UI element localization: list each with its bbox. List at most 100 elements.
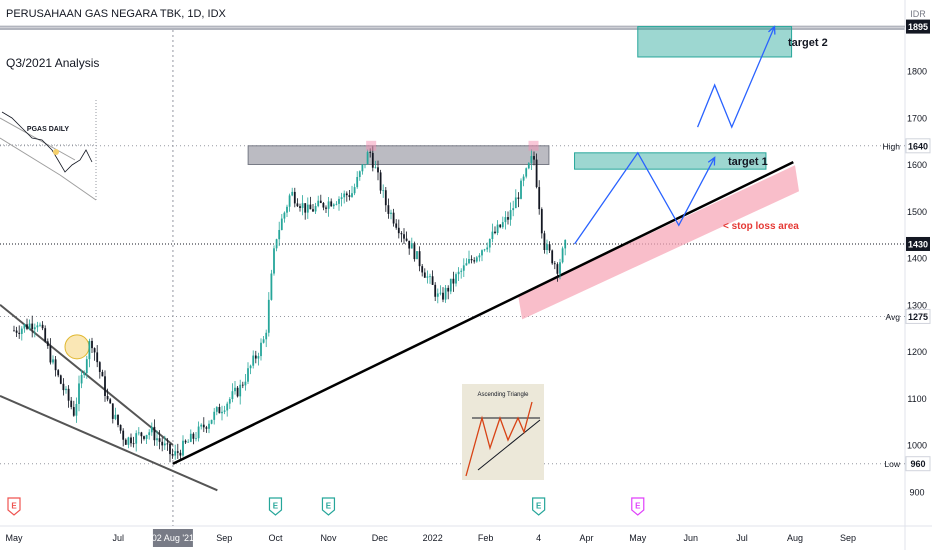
candle-body	[171, 454, 174, 456]
candle-body	[262, 339, 265, 343]
candle-body	[163, 443, 166, 446]
candle-body	[252, 355, 255, 366]
candle-body	[548, 244, 551, 251]
candle-body	[377, 167, 379, 173]
inset-marker	[53, 149, 59, 155]
candle-body	[104, 376, 106, 396]
candle-body	[527, 163, 530, 169]
earnings-marker	[631, 497, 645, 516]
candle-body	[504, 217, 507, 223]
triangle-card: Ascending Triangle	[462, 384, 544, 480]
candle-body	[176, 451, 179, 453]
candle-body	[512, 208, 515, 211]
candle-body	[392, 212, 395, 224]
projection-path-1	[574, 151, 716, 245]
time-tick-label: Feb	[478, 533, 494, 543]
candle-body	[530, 156, 533, 164]
candle-body	[403, 234, 405, 239]
candle-body	[374, 167, 377, 169]
candle-body	[18, 332, 21, 334]
candle-body	[483, 249, 486, 251]
candle-body	[551, 250, 554, 264]
candle-body	[371, 152, 374, 168]
candle-body	[405, 238, 408, 241]
candle-body	[119, 424, 122, 431]
candle-body	[330, 201, 333, 207]
price-label-value: 960	[910, 459, 925, 469]
candle-body	[416, 251, 418, 260]
candle-body	[343, 193, 346, 198]
candle-body	[158, 438, 161, 442]
candle-body	[213, 411, 216, 420]
candle-body	[124, 439, 127, 445]
currency-label: IDR	[910, 9, 926, 19]
touch-marker	[366, 140, 377, 151]
candle-body	[67, 388, 70, 401]
candle-body	[140, 432, 143, 437]
price-label-value: 1430	[908, 239, 928, 249]
candle-body	[221, 411, 223, 414]
candle-body	[335, 203, 338, 205]
time-tick-label: Sep	[840, 533, 856, 543]
candle-body	[91, 340, 93, 349]
candle-body	[390, 212, 392, 214]
candle-body	[62, 383, 65, 391]
candle-body	[135, 433, 138, 444]
inset-chart: PGAS DAILY	[0, 100, 97, 201]
candle-body	[384, 190, 387, 206]
candle-body	[421, 266, 424, 273]
price-tick-label: 1400	[907, 254, 927, 264]
candle-body	[457, 271, 460, 275]
candle-body	[145, 435, 148, 439]
candle-body	[340, 197, 343, 199]
candle-body	[265, 332, 268, 340]
candle-body	[41, 324, 44, 329]
candle-body	[197, 426, 200, 439]
target-label-1: target 1	[728, 156, 768, 168]
candle-body	[400, 233, 403, 235]
candle-body	[54, 359, 57, 371]
candle-body	[236, 387, 239, 397]
candle-body	[543, 233, 546, 251]
price-tick-label: 1700	[907, 113, 927, 123]
candle-body	[494, 231, 496, 234]
candle-body	[33, 327, 36, 330]
time-tick-label: Apr	[579, 533, 593, 543]
candle-body	[20, 328, 23, 334]
candle-body	[449, 278, 452, 292]
candle-body	[387, 205, 390, 214]
earnings-marker-letter: E	[326, 502, 332, 511]
projection-arrowhead-2	[768, 25, 776, 35]
candle-body	[57, 370, 60, 376]
candle-body	[114, 414, 117, 419]
candle-body	[478, 255, 481, 258]
candle-body	[278, 229, 281, 240]
triangle-support	[477, 419, 541, 471]
candle-body	[122, 430, 125, 440]
candle-body	[470, 258, 473, 261]
candle-body	[556, 264, 559, 274]
touch-marker	[528, 140, 539, 151]
candle-body	[455, 274, 457, 284]
candle-body	[499, 224, 502, 228]
candle-body	[137, 432, 140, 434]
candle-body	[46, 341, 49, 346]
candle-body	[553, 263, 556, 265]
price-tick-label: 1300	[907, 300, 927, 310]
candle-body	[426, 276, 429, 278]
symbol-title: PERUSAHAAN GAS NEGARA TBK, 1D, IDX	[6, 8, 226, 20]
earnings-marker	[268, 497, 283, 516]
candle-body	[462, 265, 465, 271]
time-tick-label: Jun	[683, 533, 698, 543]
candle-body	[486, 247, 489, 250]
candle-body	[319, 200, 322, 204]
candle-body	[228, 399, 231, 404]
candle-body	[117, 414, 119, 425]
candle-body	[93, 348, 96, 353]
candle-body	[327, 201, 330, 209]
candle-body	[275, 239, 278, 249]
candle-body	[397, 227, 400, 234]
price-tick-label: 1800	[907, 67, 927, 77]
candle-body	[189, 433, 192, 442]
